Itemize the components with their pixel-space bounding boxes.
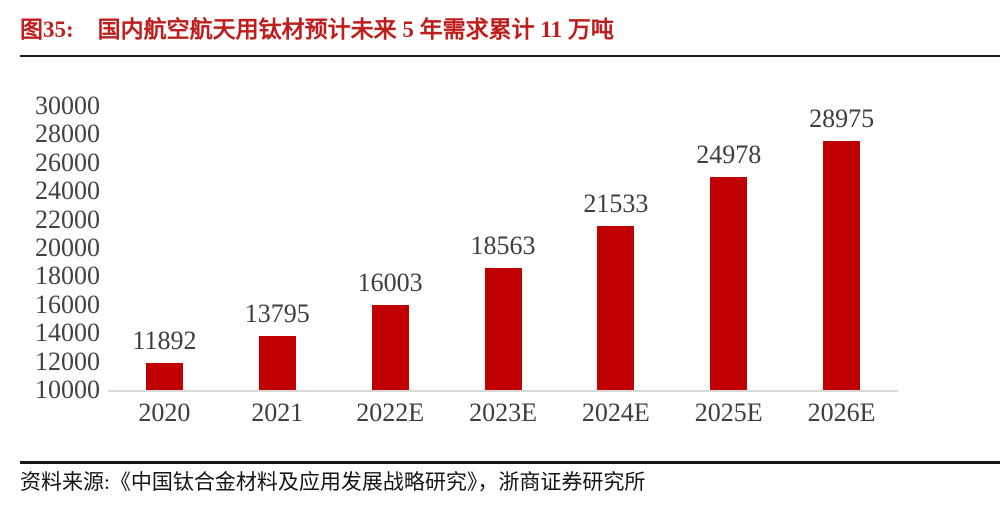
bar-group: 24978 <box>672 106 785 390</box>
figure-header: 图35: 国内航空航天用钛材预计未来 5 年需求累计 11 万吨 <box>20 14 614 46</box>
figure-title: 国内航空航天用钛材预计未来 5 年需求累计 11 万吨 <box>97 17 614 42</box>
bar-group: 21533 <box>559 106 672 390</box>
footer-divider-line <box>20 461 1000 464</box>
y-axis-tick-label: 10000 <box>35 375 100 404</box>
bar-value-label: 28975 <box>809 104 875 133</box>
y-axis-tick-label: 12000 <box>35 346 100 376</box>
y-axis-tick-label: 30000 <box>35 91 100 120</box>
bar <box>484 268 522 390</box>
bar-value-label: 21533 <box>583 189 649 219</box>
bar-value-label: 24978 <box>696 140 762 170</box>
x-axis-category-label: 2024E <box>581 398 650 427</box>
bar-group: 13795 <box>221 106 334 390</box>
y-axis-tick-label: 26000 <box>35 147 100 177</box>
x-axis-category-label: 2023E <box>469 398 537 427</box>
bar-group: 28975 <box>785 106 898 390</box>
y-axis-tick-label: 20000 <box>35 233 100 262</box>
x-axis-category-label: 2026E <box>807 398 876 427</box>
y-axis-tick-label: 28000 <box>35 119 100 149</box>
bar <box>710 177 748 390</box>
bar <box>597 226 635 390</box>
figure-number-label: 图35: <box>20 17 74 42</box>
source-note: 资料来源:《中国钛合金材料及应用发展战略研究》，浙商证券研究所 <box>20 470 646 494</box>
bar <box>145 363 183 390</box>
y-axis-tick-label: 16000 <box>35 289 100 319</box>
bar-value-label: 16003 <box>357 267 423 297</box>
bar-value-label: 18563 <box>470 231 536 261</box>
bar <box>258 336 296 390</box>
header-divider-line <box>20 55 1000 57</box>
y-axis-tick-label: 14000 <box>35 318 100 348</box>
bar <box>371 304 409 390</box>
y-axis-tick-label: 24000 <box>35 176 100 206</box>
y-axis-tick-label: 22000 <box>35 204 100 234</box>
bar <box>823 141 861 390</box>
bar-value-label: 11892 <box>132 326 197 356</box>
x-axis-category-label: 2020 <box>138 398 191 427</box>
y-axis-tick-label: 18000 <box>35 261 100 291</box>
x-axis-category-label: 2022E <box>356 398 425 427</box>
x-axis-category-label: 2021 <box>251 398 304 427</box>
bar-group: 11892 <box>108 106 221 390</box>
x-axis-baseline <box>108 390 898 392</box>
bar-value-label: 13795 <box>244 299 310 329</box>
x-axis-category-label: 2025E <box>694 398 763 427</box>
plot-area: 11892 13795 16003 18563 21533 24978 28975 <box>108 106 898 390</box>
bar-group: 16003 <box>334 106 447 390</box>
bar-group: 18563 <box>447 106 560 390</box>
x-axis: 2020 2021 2022E 2023E 2024E 2025E 2026E <box>108 398 898 428</box>
